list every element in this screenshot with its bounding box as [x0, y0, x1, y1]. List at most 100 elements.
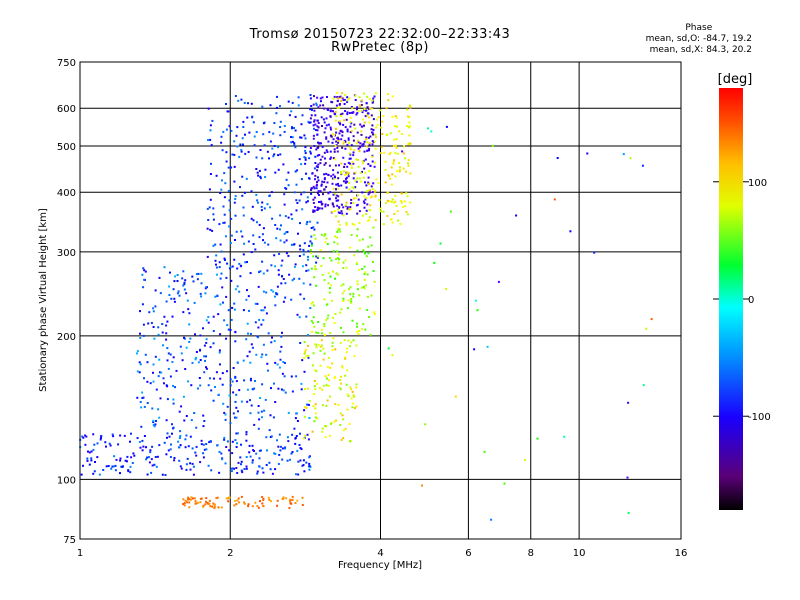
data-point [143, 435, 146, 437]
data-point [205, 367, 208, 370]
data-point [257, 285, 260, 288]
data-point [269, 104, 272, 107]
data-point [210, 469, 213, 472]
data-point [323, 151, 326, 154]
data-point [336, 242, 339, 245]
data-point [357, 109, 360, 112]
data-point [302, 250, 305, 253]
data-point [93, 470, 96, 473]
data-point [398, 170, 401, 173]
data-point [362, 176, 365, 179]
data-point [126, 460, 128, 463]
data-point [220, 135, 223, 138]
data-point [187, 496, 190, 499]
x-tick-label: 8 [528, 548, 534, 559]
data-point [258, 236, 261, 239]
data-point [261, 502, 264, 505]
data-point [242, 143, 244, 146]
data-point [340, 184, 343, 187]
data-point [173, 280, 176, 283]
data-point [150, 458, 153, 461]
data-point [394, 175, 397, 178]
data-point [337, 177, 340, 180]
data-point [344, 181, 347, 184]
data-point [247, 503, 250, 506]
data-point [335, 131, 338, 134]
data-point [240, 463, 242, 466]
data-point [309, 108, 311, 111]
data-point [231, 153, 234, 156]
data-point [364, 198, 367, 201]
data-point [258, 457, 261, 460]
data-point [320, 339, 323, 342]
data-point [313, 120, 316, 123]
data-point [303, 156, 306, 159]
data-point [486, 345, 489, 348]
data-point [353, 197, 356, 200]
data-point [266, 269, 269, 272]
data-point [156, 455, 159, 458]
data-point [314, 388, 317, 391]
data-point [361, 286, 364, 289]
data-point [293, 127, 295, 129]
data-point [364, 115, 367, 118]
data-point [223, 257, 226, 260]
data-point [320, 116, 323, 119]
data-point [191, 447, 194, 450]
data-point [260, 209, 263, 212]
data-point [310, 267, 313, 270]
data-point [322, 118, 325, 121]
data-point [336, 250, 339, 253]
data-point [346, 173, 349, 176]
data-point [210, 162, 212, 165]
data-point [297, 473, 300, 476]
data-point [336, 150, 339, 153]
data-point [394, 144, 397, 147]
data-point [277, 273, 280, 276]
data-point [338, 206, 340, 209]
data-point [333, 134, 336, 137]
data-point [273, 340, 276, 342]
data-point [348, 141, 351, 144]
data-point [331, 210, 334, 213]
data-point [346, 207, 349, 210]
data-point [384, 160, 387, 163]
data-point [170, 443, 172, 446]
data-point [290, 141, 293, 144]
data-point [220, 188, 223, 191]
data-point [96, 442, 99, 445]
data-point [374, 133, 377, 136]
data-point [306, 221, 309, 223]
data-point [339, 172, 342, 175]
data-point [279, 134, 282, 137]
data-point [265, 436, 268, 439]
data-point [289, 500, 292, 503]
data-point [298, 316, 301, 319]
data-point [324, 157, 326, 160]
data-point [291, 499, 294, 501]
data-point [390, 200, 393, 203]
data-point [310, 192, 313, 195]
data-point [345, 201, 348, 204]
data-point [280, 335, 283, 338]
data-point [357, 147, 360, 150]
data-point [199, 334, 202, 337]
data-point [314, 129, 317, 131]
data-point [242, 120, 245, 123]
data-point [337, 140, 340, 142]
data-point [299, 222, 301, 225]
data-point [302, 253, 305, 256]
data-point [305, 355, 308, 358]
data-point [215, 371, 218, 374]
data-point [362, 200, 365, 203]
data-point [337, 97, 340, 100]
data-point [371, 160, 374, 163]
data-point [300, 123, 303, 126]
data-point [208, 206, 211, 209]
data-point [287, 440, 290, 443]
data-point [234, 416, 236, 419]
data-point [341, 212, 344, 215]
data-point [314, 237, 317, 240]
data-point [299, 342, 302, 344]
data-point [268, 195, 271, 197]
